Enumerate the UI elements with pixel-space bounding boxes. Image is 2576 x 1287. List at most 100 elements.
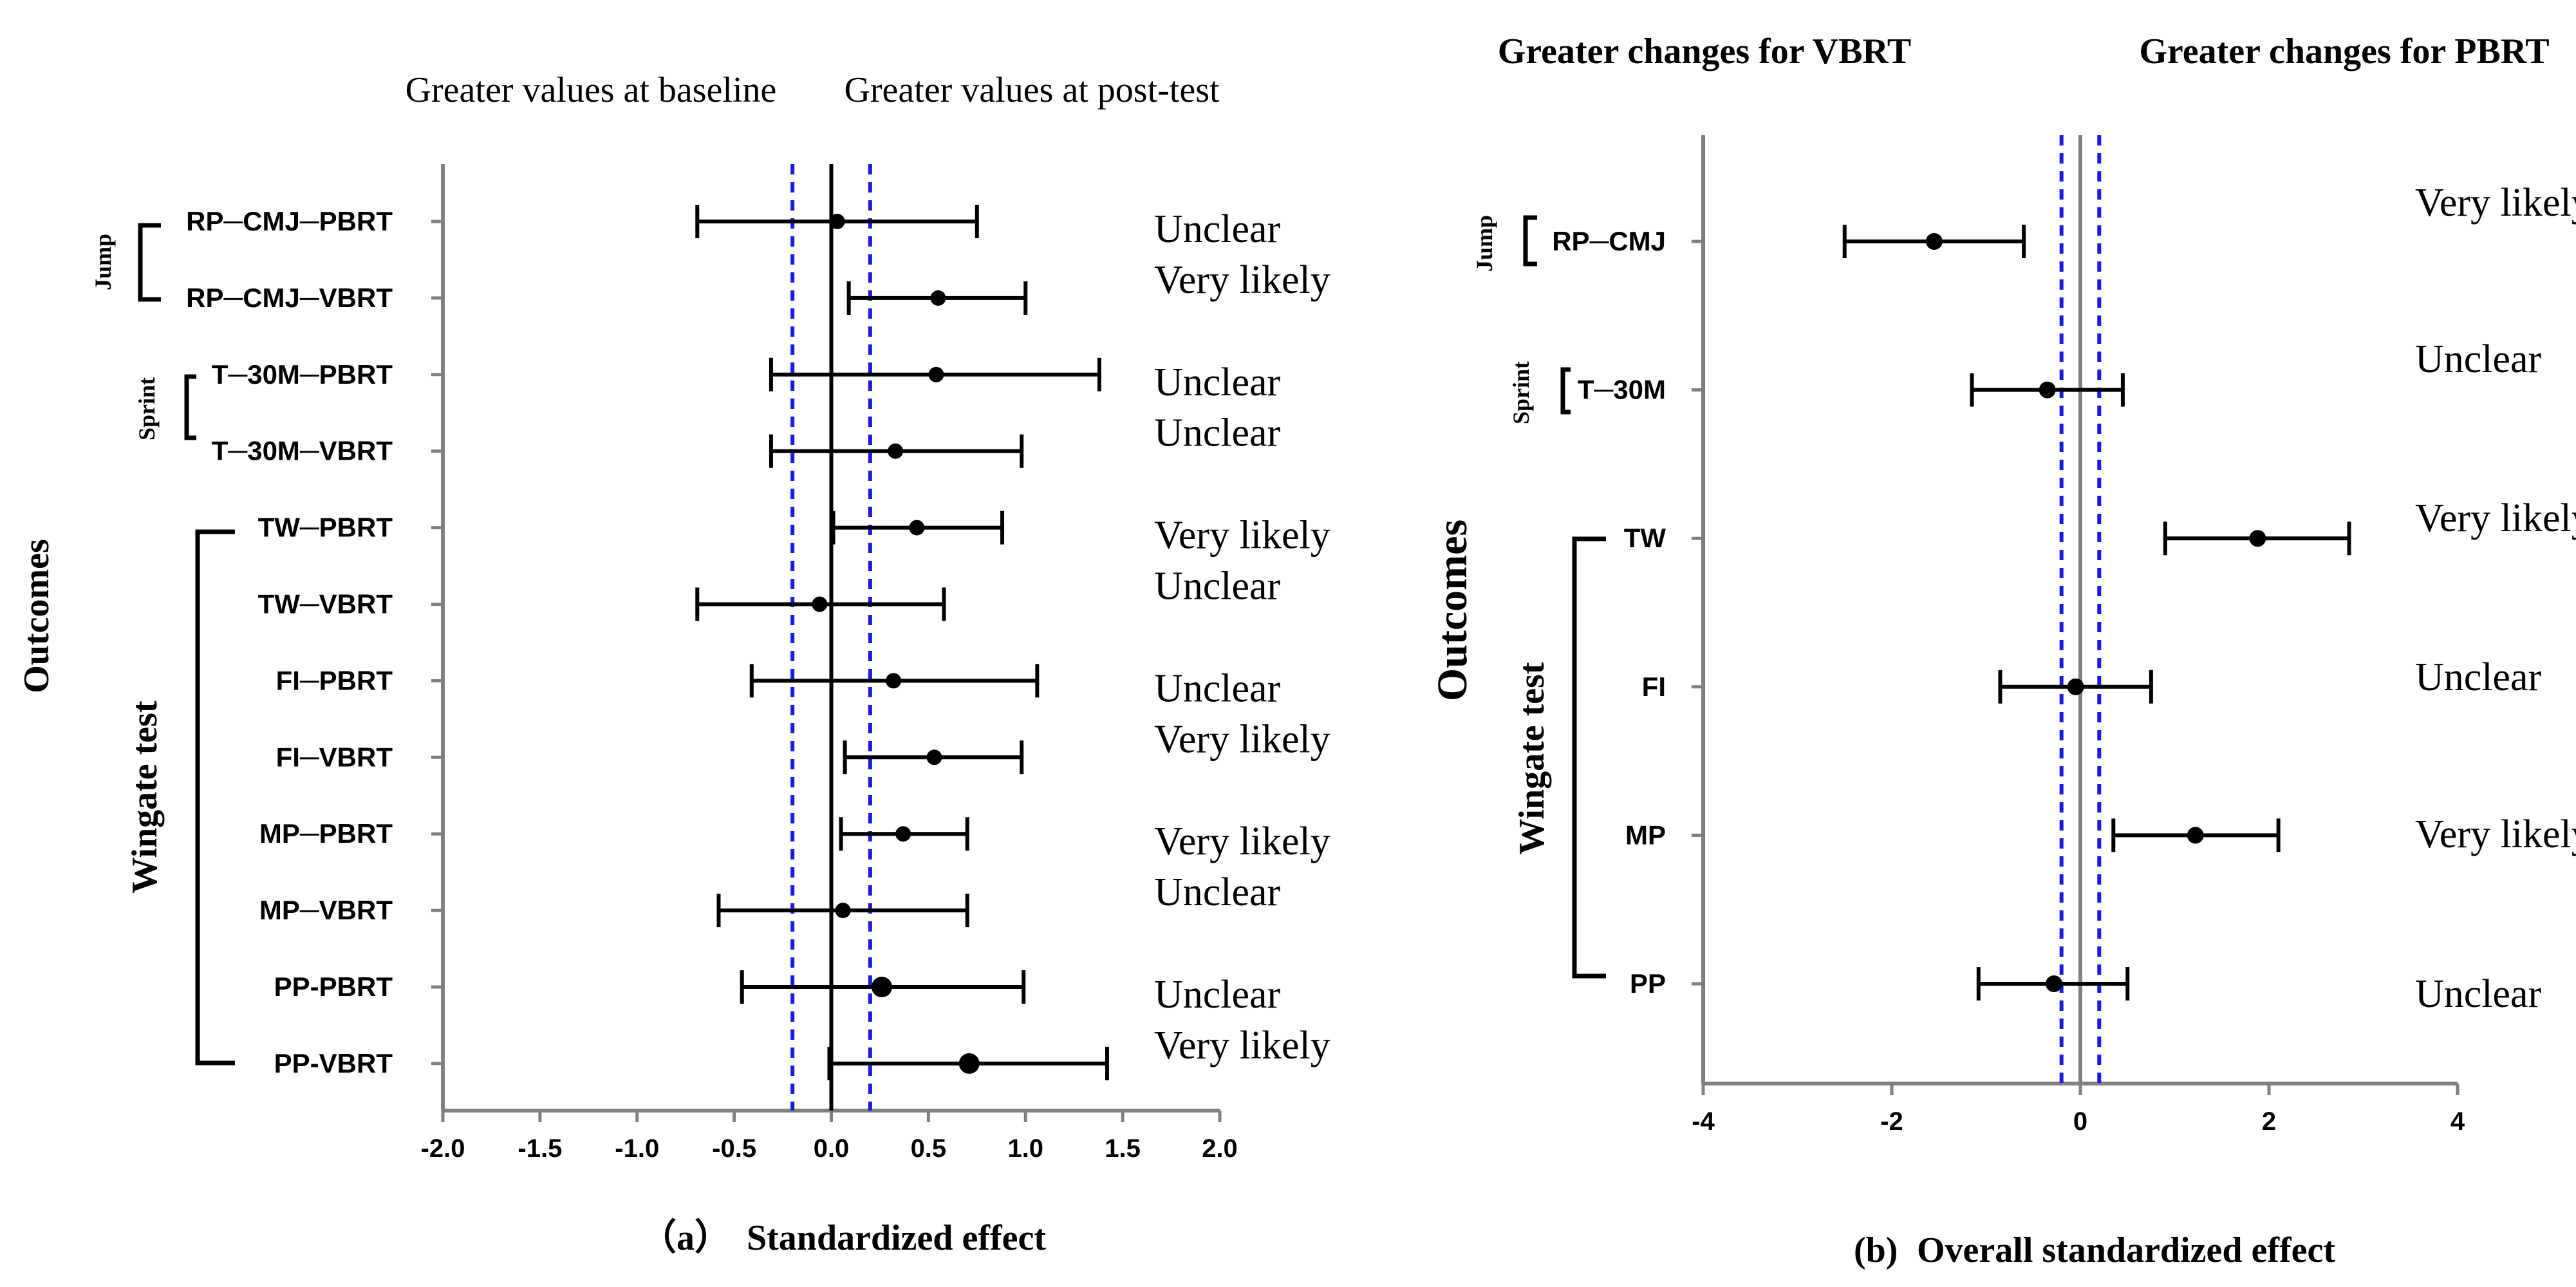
- interpretation-label: Very likely: [1154, 717, 1330, 761]
- x-tick-label: 0.0: [814, 1134, 850, 1163]
- effect-point: [909, 520, 925, 536]
- forest-row: MP─VBRT Unclear: [259, 870, 1281, 928]
- panel-a-wingate-label: Wingate test: [125, 700, 165, 893]
- row-label: PP-VBRT: [274, 1048, 393, 1078]
- forest-row: PP Unclear: [1630, 967, 2542, 1016]
- x-tick-label: -1.5: [518, 1134, 562, 1163]
- x-tick-label: 1.0: [1007, 1134, 1043, 1163]
- forest-row: FI Unclear: [1642, 655, 2542, 704]
- effect-point: [2039, 381, 2056, 399]
- panel-b-y-label: Outcomes: [1429, 520, 1476, 701]
- panel-a: Greater values at baseline Greater value…: [17, 70, 1330, 1258]
- x-tick-label: -4: [1692, 1107, 1715, 1136]
- effect-point: [2045, 975, 2062, 992]
- interpretation-label: Unclear: [1154, 870, 1281, 914]
- interpretation-label: Very likely: [1154, 820, 1330, 863]
- effect-point: [928, 366, 944, 382]
- row-label: TW─PBRT: [258, 512, 393, 543]
- panel-b-x-ticks: -4 -2 0 2 4: [1692, 1084, 2465, 1136]
- interpretation-label: Very likely: [2415, 496, 2576, 540]
- x-tick-label: 1.5: [1105, 1134, 1141, 1163]
- panel-b-reference-lines: [2059, 135, 2102, 1084]
- x-tick-label: -2: [1880, 1107, 1903, 1136]
- panel-a-label: （a）: [640, 1217, 731, 1258]
- row-label: T─30M─PBRT: [212, 359, 393, 390]
- row-label: TW: [1624, 523, 1666, 553]
- row-label: RP─CMJ: [1552, 226, 1666, 256]
- forest-row: RP─CMJ Very likely: [1552, 181, 2576, 258]
- panel-b-sprint-bracket: [1560, 367, 1571, 415]
- x-tick-label: -2.0: [421, 1134, 465, 1163]
- panel-b-wingate-label: Wingate test: [1512, 662, 1552, 854]
- panel-b-wingate-bracket: [1572, 536, 1606, 979]
- interpretation-label: Very likely: [1154, 258, 1330, 302]
- effect-point: [888, 443, 904, 459]
- forest-row: MP─PBRT Very likely: [259, 817, 1330, 863]
- forest-row: PP-PBRT Unclear: [274, 970, 1281, 1017]
- forest-row: FI─VBRT Very likely: [276, 717, 1330, 775]
- panel-b: Greater changes for VBRT Greater changes…: [1429, 32, 2576, 1270]
- interpretation-label: Unclear: [2415, 655, 2542, 699]
- row-label: MP─VBRT: [259, 895, 393, 925]
- effect-point: [2067, 678, 2084, 695]
- row-label: RP─CMJ─VBRT: [186, 283, 393, 313]
- panel-a-rows: RP─CMJ─PBRT Unclear RP─CMJ─VBRT Very likely…: [186, 205, 1330, 1080]
- interpretation-label: Unclear: [1154, 565, 1281, 608]
- effect-point: [886, 673, 902, 689]
- interpretation-label: Very likely: [1154, 514, 1330, 558]
- forest-row: RP─CMJ─PBRT Unclear: [186, 205, 1281, 251]
- forest-row: T─30M Unclear: [1578, 337, 2542, 407]
- effect-point: [2249, 530, 2266, 547]
- x-tick-label: 0.5: [911, 1134, 947, 1163]
- panel-a-header-right: Greater values at post-test: [844, 70, 1220, 110]
- row-label: PP: [1630, 968, 1666, 999]
- forest-row: T─30M─PBRT Unclear: [212, 357, 1281, 404]
- panel-a-x-ticks: -2.0 -1.5 -1.0 -0.5 0.0 0.5 1.0 1.5 2.0: [421, 1111, 1238, 1163]
- panel-b-header-right: Greater changes for PBRT: [2139, 32, 2549, 71]
- x-tick-label: 2.0: [1202, 1134, 1238, 1163]
- panel-b-sprint-label: Sprint: [1508, 361, 1534, 424]
- interpretation-label: Very likely: [1154, 1024, 1330, 1067]
- row-label: PP-PBRT: [274, 972, 393, 1002]
- row-label: MP─PBRT: [259, 818, 393, 849]
- effect-point: [926, 749, 942, 766]
- panel-a-sprint-bracket: [184, 374, 196, 440]
- interpretation-label: Unclear: [1154, 411, 1281, 455]
- panel-b-header-left: Greater changes for VBRT: [1498, 32, 1912, 71]
- panel-a-x-label: Standardized effect: [747, 1218, 1046, 1258]
- forest-row: TW─PBRT Very likely: [258, 511, 1330, 558]
- x-tick-label: 2: [2262, 1107, 2276, 1136]
- row-label: T─30M─VBRT: [212, 436, 393, 466]
- panel-b-x-label: Overall standardized effect: [1917, 1230, 2335, 1270]
- interpretation-label: Unclear: [1154, 666, 1281, 710]
- effect-point: [871, 977, 892, 997]
- effect-point: [1925, 233, 1943, 250]
- interpretation-label: Very likely: [2415, 813, 2576, 856]
- row-label: TW─VBRT: [258, 589, 393, 619]
- interpretation-label: Unclear: [2415, 972, 2542, 1016]
- interpretation-label: Unclear: [1154, 361, 1281, 404]
- effect-point: [958, 1053, 980, 1074]
- panel-a-jump-bracket: [138, 223, 161, 302]
- effect-point: [2187, 827, 2204, 844]
- interpretation-label: Unclear: [1154, 207, 1281, 251]
- forest-row: TW Very likely: [1624, 496, 2576, 556]
- interpretation-label: Unclear: [1154, 973, 1281, 1017]
- x-tick-label: -0.5: [712, 1134, 756, 1163]
- forest-row: PP-VBRT Very likely: [274, 1024, 1330, 1080]
- panel-a-sprint-label: Sprint: [134, 377, 160, 440]
- effect-point: [812, 596, 828, 612]
- panel-a-y-label: Outcomes: [17, 539, 57, 693]
- effect-point: [895, 826, 911, 842]
- forest-row: FI─PBRT Unclear: [276, 664, 1281, 710]
- effect-point: [930, 290, 946, 306]
- row-label: FI─PBRT: [276, 665, 393, 695]
- forest-row: T─30M─VBRT Unclear: [212, 411, 1281, 468]
- row-label: RP─CMJ─PBRT: [186, 206, 393, 236]
- row-label: T─30M: [1578, 375, 1666, 405]
- panel-a-reference-lines: [790, 164, 872, 1111]
- row-label: FI: [1642, 672, 1666, 702]
- effect-point: [835, 903, 851, 919]
- panel-b-label: (b): [1854, 1230, 1898, 1270]
